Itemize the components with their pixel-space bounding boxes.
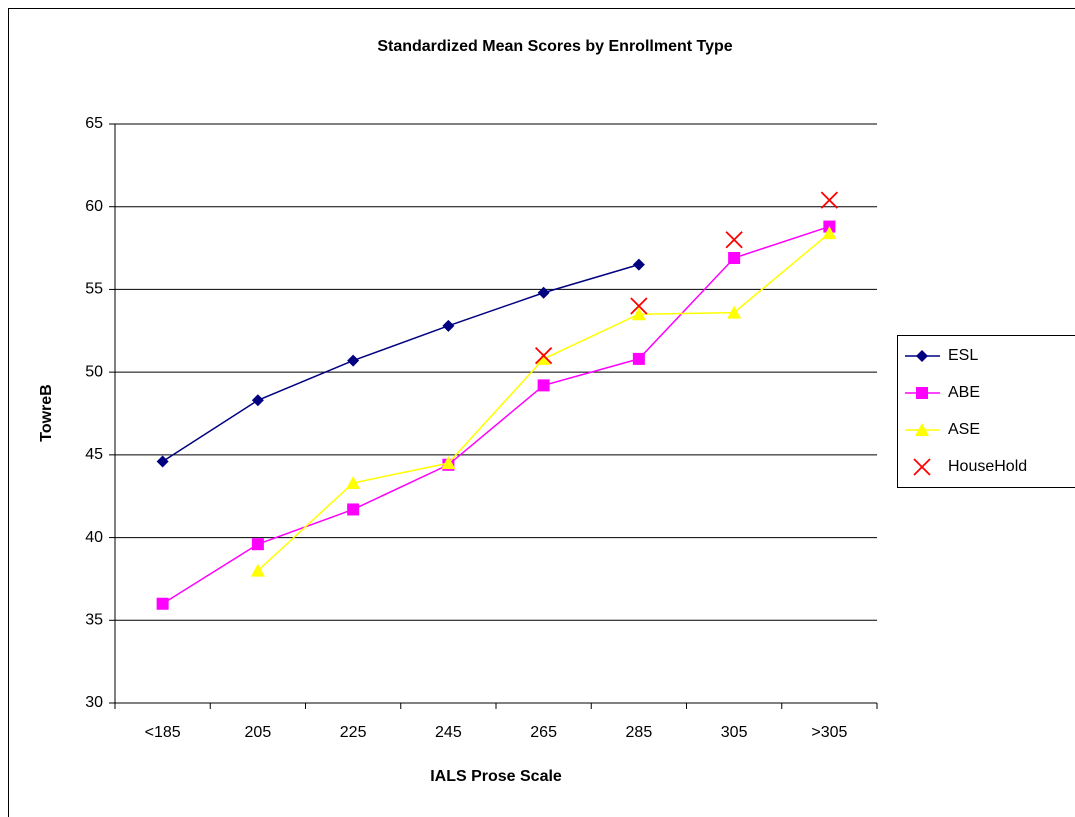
- x-tick-label: 245: [435, 724, 462, 741]
- legend-label: HouseHold: [948, 458, 1027, 475]
- marker: [156, 455, 169, 468]
- x-tick-label: <185: [145, 724, 181, 741]
- marker: [913, 458, 931, 476]
- x-tick-label: 305: [721, 724, 748, 741]
- marker: [534, 346, 553, 365]
- x-tick-label: 265: [530, 724, 557, 741]
- series-line: [162, 263, 640, 463]
- y-tick-label: 40: [85, 529, 103, 546]
- y-tick-label: 50: [85, 363, 103, 380]
- y-tick-label: 65: [85, 115, 103, 132]
- marker: [347, 354, 360, 367]
- marker: [915, 423, 929, 436]
- marker: [537, 379, 550, 392]
- marker: [346, 475, 361, 489]
- marker: [250, 563, 265, 577]
- legend-label: ABE: [948, 384, 980, 401]
- marker: [536, 351, 551, 365]
- marker: [347, 503, 360, 516]
- x-tick-label: 205: [245, 724, 272, 741]
- x-axis-label: IALS Prose Scale: [430, 768, 562, 785]
- marker: [822, 226, 837, 240]
- x-tick-label: >305: [811, 724, 847, 741]
- marker: [916, 350, 928, 362]
- marker: [632, 352, 645, 365]
- marker: [251, 538, 264, 551]
- marker: [632, 258, 645, 271]
- marker: [442, 319, 455, 332]
- legend-label: ASE: [948, 421, 980, 438]
- marker: [725, 231, 743, 249]
- x-tick-label: 285: [626, 724, 653, 741]
- marker: [820, 191, 839, 209]
- x-tick-label: 225: [340, 724, 367, 741]
- chart-title: Standardized Mean Scores by Enrollment T…: [377, 38, 732, 55]
- y-tick-label: 30: [85, 694, 103, 711]
- marker: [631, 307, 646, 321]
- marker: [630, 297, 648, 315]
- y-tick-label: 55: [85, 281, 103, 298]
- marker: [537, 286, 550, 299]
- y-tick-label: 45: [85, 446, 103, 463]
- marker: [727, 305, 742, 319]
- legend-label: ESL: [948, 347, 978, 364]
- y-tick-label: 60: [85, 198, 103, 215]
- y-tick-label: 35: [85, 612, 103, 629]
- marker: [728, 251, 741, 264]
- marker: [916, 387, 928, 399]
- marker: [156, 597, 169, 610]
- y-axis-label: TowreB: [38, 384, 55, 441]
- series-line: [162, 225, 830, 605]
- marker: [441, 456, 456, 470]
- marker: [251, 394, 264, 407]
